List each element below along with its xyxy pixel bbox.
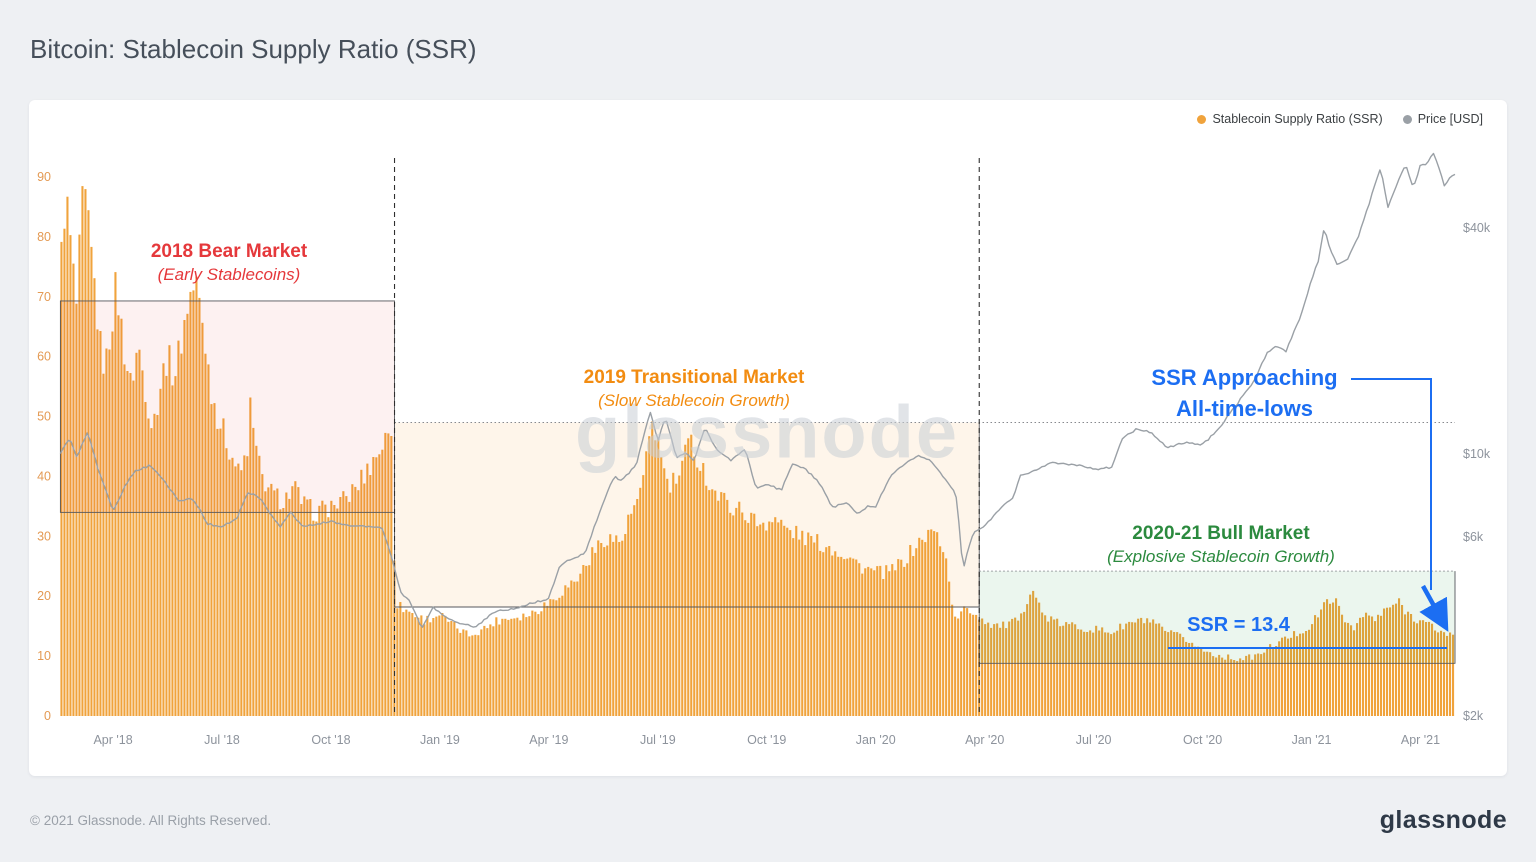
ssr-bars-series [60,186,1455,717]
legend-item-ssr[interactable]: Stablecoin Supply Ratio (SSR) [1197,112,1383,126]
legend-label: Price [USD] [1417,112,1483,126]
y-right-tick: $6k [1463,530,1484,544]
y-left-tick: 20 [37,589,51,603]
y-left-tick: 40 [37,469,51,483]
region-1 [394,422,980,608]
y-left-tick: 60 [37,350,51,364]
footer: © 2021 Glassnode. All Rights Reserved. g… [30,806,1507,835]
x-axis-tick: Apr '18 [93,733,132,747]
x-axis-tick: Jul '20 [1076,733,1112,747]
y-left-tick: 0 [44,709,51,723]
y-left-tick: 10 [37,649,51,663]
x-axis-tick: Jul '19 [640,733,676,747]
x-axis-tick: Apr '20 [965,733,1004,747]
y-right-tick: $2k [1463,709,1484,723]
x-axis-tick: Jan '19 [420,733,460,747]
legend-label: Stablecoin Supply Ratio (SSR) [1212,112,1383,126]
x-axis-tick: Oct '18 [311,733,350,747]
y-left-tick: 90 [37,170,51,184]
x-axis-tick: Jan '20 [856,733,896,747]
x-axis-tick: Jan '21 [1292,733,1332,747]
ssr-price-chart: 0 10 20 30 40 50 60 70 80 90 $2k $6k $10k $40k Apr '18… [37,152,1491,747]
region-0 [60,300,395,513]
x-axis-tick: Jul '18 [204,733,240,747]
y-right-tick: $40k [1463,221,1491,235]
x-axis-tick: Oct '20 [1183,733,1222,747]
legend-item-price[interactable]: Price [USD] [1402,112,1483,126]
chart-legend: Stablecoin Supply Ratio (SSR) Price [USD] [1197,112,1483,126]
y-left-tick: 80 [37,230,51,244]
legend-dot-icon [1197,114,1207,124]
region-2 [979,571,1455,664]
x-axis-tick: Oct '19 [747,733,786,747]
glassnode-logo: glassnode [1379,806,1507,834]
x-axis-tick: Apr '19 [529,733,568,747]
x-axis-tick: Apr '21 [1401,733,1440,747]
page-title: Bitcoin: Stablecoin Supply Ratio (SSR) [30,34,477,64]
y-left-tick: 30 [37,529,51,543]
chart-card: 0 10 20 30 40 50 60 70 80 90 $2k $6k $10k $40k Apr '18… [29,100,1507,776]
y-left-tick: 70 [37,290,51,304]
copyright-text: © 2021 Glassnode. All Rights Reserved. [30,813,272,828]
legend-dot-icon [1402,114,1412,124]
price-line-series [59,152,1456,628]
y-right-tick: $10k [1463,447,1491,461]
y-left-tick: 50 [37,410,51,424]
